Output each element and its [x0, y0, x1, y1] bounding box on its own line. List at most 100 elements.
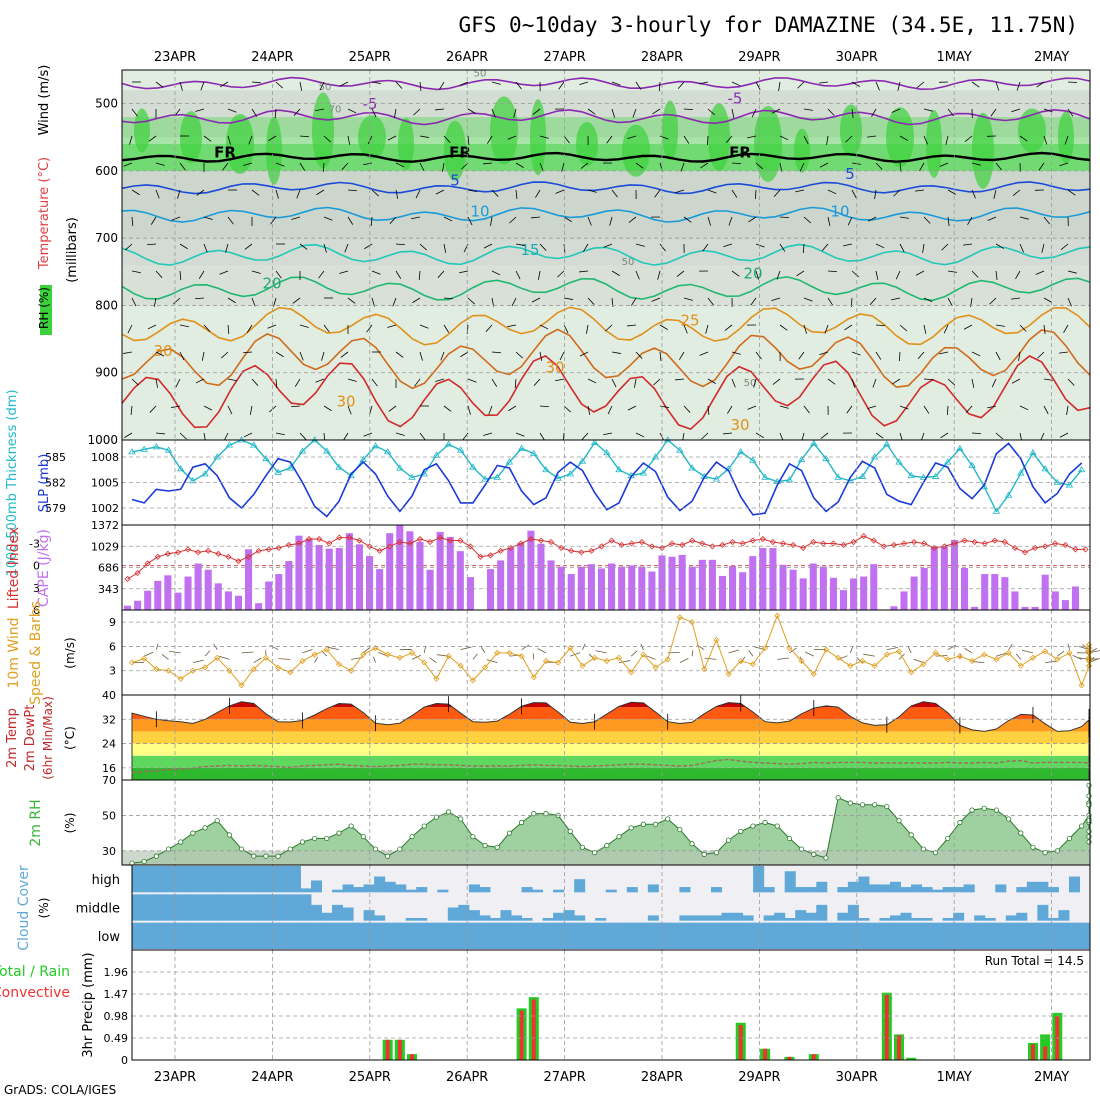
rh2m-point — [970, 808, 974, 812]
cloud-cell — [700, 923, 711, 949]
cloud-cell — [1006, 923, 1017, 949]
date-tick-top: 1MAY — [937, 50, 972, 65]
cloud-cell — [248, 923, 259, 949]
cloud-cell — [753, 866, 764, 892]
temp-band — [122, 707, 1090, 719]
slp-ylabel: SLP (mb) — [37, 454, 52, 513]
wind-barb-10m — [144, 652, 153, 656]
cape-bar — [195, 564, 202, 610]
cape-bar — [356, 544, 363, 610]
rh2m-point — [824, 856, 828, 860]
wind-barb-10m — [1073, 655, 1082, 659]
cape-bar — [235, 596, 242, 610]
date-tick-top: 26APR — [446, 50, 488, 65]
cloud-cell — [1016, 913, 1027, 921]
rh2m-point — [946, 836, 950, 840]
cape-bar — [679, 555, 686, 610]
rh2m-point — [459, 817, 463, 821]
cloud-cell — [679, 923, 690, 949]
precip-vgrid — [175, 950, 1052, 1060]
cloud-cell — [574, 923, 585, 949]
cloud-cell — [216, 866, 227, 892]
cloud-cell — [321, 923, 332, 949]
rh-side-label: RH (%) — [37, 287, 51, 329]
cloud-cell — [743, 923, 754, 949]
cloud-cell — [406, 890, 417, 893]
rh-contour-label: 50 — [622, 257, 635, 268]
precip-ytick: 1.96 — [104, 966, 129, 979]
cape-bar — [437, 532, 444, 610]
cloud-cell — [416, 923, 427, 949]
date-tick-bottom: 2MAY — [1034, 1070, 1069, 1085]
cape-bar — [457, 551, 464, 610]
wind-ytick: 9 — [109, 616, 116, 629]
rh2m-point — [203, 826, 207, 830]
rh2m-point — [325, 836, 329, 840]
rh2m-point — [337, 831, 341, 835]
cape-bar — [729, 566, 736, 610]
cloud-cell — [290, 894, 301, 920]
rh-cell — [622, 125, 650, 177]
rh2m-point — [739, 829, 743, 833]
cape-bar — [507, 548, 514, 610]
cloud-cell — [511, 915, 522, 920]
rh2m-point — [751, 824, 755, 828]
cloud-cell — [458, 923, 469, 949]
rh2m-point — [471, 834, 475, 838]
rh2m-point — [1087, 840, 1091, 844]
cloud-cell — [722, 913, 733, 921]
cloud-cell — [479, 915, 490, 920]
cape-bar — [850, 578, 857, 610]
rh2m-point — [860, 803, 864, 807]
wind-barb-10m — [705, 658, 717, 659]
cape-ytick: 343 — [98, 583, 119, 596]
cloud-cell — [311, 880, 322, 892]
cloud-cell — [648, 884, 659, 892]
cape-bar — [578, 567, 585, 610]
rh2m-point — [812, 852, 816, 856]
cape-bar — [719, 576, 726, 610]
cloud-cell — [911, 884, 922, 892]
cape-bar — [447, 537, 454, 610]
precip-legend-total: Total / Rain — [0, 964, 70, 980]
cloud-cell — [922, 887, 933, 892]
cloud-cell — [143, 894, 154, 920]
cape-bar — [800, 578, 807, 610]
cape-bar — [840, 590, 847, 610]
temp-units: (°C) — [63, 726, 77, 750]
wind10m-units: (m/s) — [63, 637, 77, 668]
cloud-cell — [227, 894, 238, 920]
rh2m-point — [641, 822, 645, 826]
cloud-cell — [227, 923, 238, 949]
upper-air-ytick: 800 — [95, 298, 118, 312]
cloud-cell — [174, 923, 185, 949]
temp-band — [122, 719, 1090, 731]
cloud-cell — [279, 894, 290, 920]
cape-bar — [598, 568, 605, 610]
cloud-cell — [258, 866, 269, 892]
cape-bar — [1011, 591, 1018, 610]
cloud-cell — [237, 923, 248, 949]
rh2m-point — [495, 845, 499, 849]
rh2m-point — [349, 824, 353, 828]
wind-barb-10m — [219, 656, 229, 659]
cloud-cell — [553, 890, 564, 893]
cloud-cell — [321, 913, 332, 921]
cloud-cell — [922, 923, 933, 949]
precip-conv-bar — [1031, 1044, 1035, 1060]
cloud-cell — [564, 910, 575, 921]
cape-bar — [174, 593, 181, 610]
cloud-cell — [700, 915, 711, 920]
date-tick-top: 30APR — [836, 50, 878, 65]
lifted-index-ylabel: Lifted Index — [6, 527, 22, 609]
cape-bar — [265, 582, 272, 610]
wind-barb-10m — [887, 647, 898, 649]
rh2m-point — [580, 845, 584, 849]
cape-ytick: 1029 — [91, 540, 119, 553]
cloud-layer-label: middle — [76, 902, 120, 917]
cloud-cell — [437, 890, 448, 893]
cloud-cell — [143, 866, 154, 892]
